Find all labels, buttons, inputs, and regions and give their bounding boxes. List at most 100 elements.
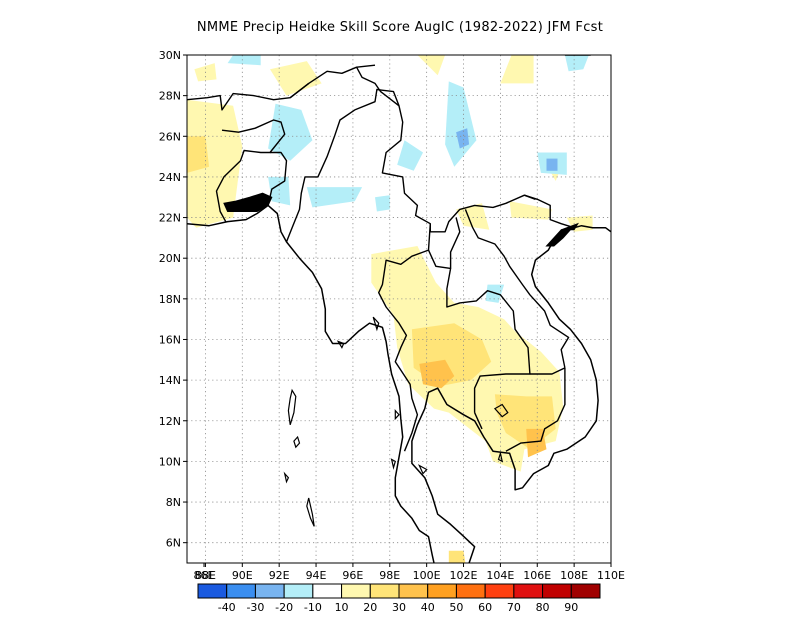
x-tick-label: 92E [269,569,290,582]
colorbar-swatch [226,583,256,599]
skill-patch [270,61,322,96]
skill-patch [306,187,363,208]
skill-patches-layer [187,55,593,563]
x-tick-label: 98E [379,569,400,582]
skill-patch [187,136,210,173]
colorbar-label: -40 [218,601,236,614]
country-border [378,223,431,452]
skill-patch [546,158,558,171]
country-border [285,88,575,243]
x-tick-label: 106E [523,569,551,582]
x-tick-label: 88E [195,569,216,582]
colorbar-swatch [369,583,400,599]
y-tick-label: 10N [159,455,181,468]
island [418,464,428,475]
y-tick-label: 20N [159,252,181,265]
x-tick-label: 104E [486,569,514,582]
skill-patch [397,140,423,171]
y-tick-label: 12N [159,415,181,428]
island [293,435,301,449]
colorbar-label: -10 [304,601,322,614]
coastline [411,224,611,563]
skill-patch [419,359,455,389]
colorbar-label: 70 [507,601,521,614]
colorbar-swatch [513,583,544,599]
colorbar-label: 40 [421,601,435,614]
skill-patch [187,99,243,228]
skill-patch [375,195,390,212]
colorbar-label: -30 [246,601,264,614]
colorbar-label: 20 [363,601,377,614]
island [336,340,345,349]
x-tick-label: 90E [232,569,253,582]
colorbar-swatch [254,583,285,599]
island [394,409,400,421]
island [493,403,509,418]
y-tick-label: 16N [159,333,181,346]
country-border [473,412,483,430]
gridlines-layer [187,55,611,563]
island [390,458,397,470]
skill-patch [564,55,589,72]
colorbar-swatch [312,583,343,599]
colorbar-label: 50 [449,601,463,614]
country-border [267,151,288,206]
skill-patch [500,55,534,84]
island [497,450,504,463]
x-tick-label: 110E [597,569,625,582]
y-tick-label: 22N [159,212,181,225]
skill-patch [268,176,291,206]
y-tick-label: 6N [166,537,181,550]
skill-patch [526,428,547,458]
colorbar-swatch [427,583,457,599]
delta-coastline [223,192,273,212]
map-plot-area [186,54,612,564]
y-tick-label: 8N [166,496,181,509]
skill-patch [456,128,470,149]
colorbar-label: 80 [536,601,550,614]
y-tick-label: 28N [159,90,181,103]
country-border [356,64,376,68]
colorbar-swatch [197,583,228,599]
coastline-border-layer [187,55,611,563]
island [287,388,297,425]
country-border [529,367,566,375]
colorbar-label: -20 [275,601,293,614]
colorbar-swatch [570,583,601,599]
skill-patch [456,203,490,230]
colorbar-label: 30 [392,601,406,614]
colorbar-swatch [542,583,572,599]
y-tick-label: 26N [159,130,181,143]
country-border [427,249,531,413]
skill-patch [445,81,477,167]
country-border [464,209,570,369]
x-tick-label: 108E [560,569,588,582]
x-tick-label: 96E [342,569,363,582]
colorbar-swatch [398,583,429,599]
colorbar-label: 10 [335,601,349,614]
country-border [289,82,310,99]
y-tick-label: 24N [159,171,181,184]
x-tick-label: 94E [306,569,327,582]
y-axis-ticks: 30N 28N 26N 24N 22N 20N 18N 16N 14N 12N 10N 8N 6N [159,49,187,550]
island [372,316,380,332]
skill-patch [417,55,446,76]
colorbar-swatch [283,583,314,599]
colorbar-swatch [484,583,515,599]
map-frame [186,54,612,564]
colorbar-swatch [455,583,486,599]
island [306,497,315,527]
x-tick-label: 86E [194,569,215,582]
colorbar-label: 90 [564,601,578,614]
island [283,471,290,484]
y-tick-label: 18N [159,293,181,306]
x-tick-label: 102E [450,569,478,582]
country-border [215,119,286,222]
colorbar-label: 60 [478,601,492,614]
x-tick-label: 100E [413,569,441,582]
skill-patch [509,201,552,220]
country-border [524,194,536,200]
y-tick-label: 14N [159,374,181,387]
